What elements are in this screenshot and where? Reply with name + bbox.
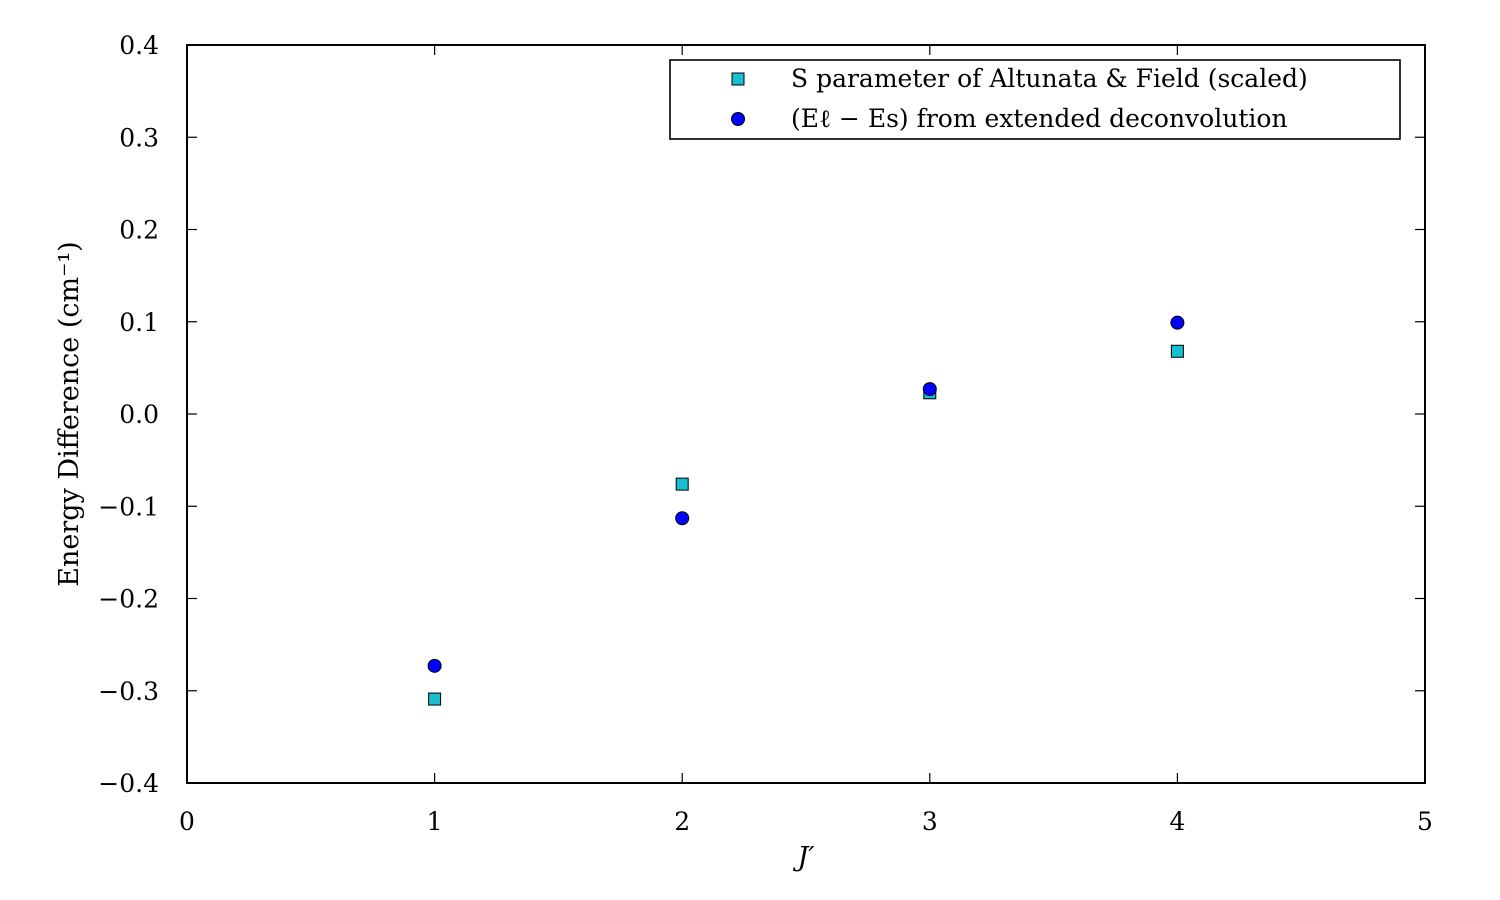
data-point-deconvolution [427,658,442,673]
y-tick-label: 0.4 [119,31,159,60]
y-tick-label: 0.1 [119,308,159,337]
legend-markers [731,72,745,126]
y-axis-label: Energy Difference (cm⁻¹) [54,241,85,586]
x-tick-label: 5 [1417,807,1433,836]
legend-label-s-parameter: S parameter of Altunata & Field (scaled) [791,64,1308,93]
points-layer [427,315,1185,706]
legend-label-deconvolution: (Eℓ − Es) from extended deconvolution [791,104,1288,133]
x-tick-label: 4 [1169,807,1185,836]
y-tick-label: −0.1 [98,492,159,521]
x-tick-label: 0 [179,807,195,836]
data-point-s-parameter [428,692,442,706]
data-point-deconvolution [1170,315,1185,330]
data-point-deconvolution [922,382,937,397]
data-point-s-parameter [1170,344,1184,358]
ticks-layer: 0 1 2 3 4 5 −0.4 −0.3 −0.2 −0.1 0.0 0.1 0.2 0.3 0.4 [98,31,1433,836]
y-tick-label: −0.4 [98,769,159,798]
x-tick-label: 3 [922,807,938,836]
y-tick-label: −0.2 [98,585,159,614]
y-tick-label: 0.0 [119,400,159,429]
x-axis-label: J′ [793,842,815,873]
x-tick-label: 1 [427,807,443,836]
plot-frame [186,44,1426,784]
legend-marker-s-parameter [731,72,745,86]
y-tick-label: −0.3 [98,677,159,706]
y-tick-label: 0.3 [119,123,159,152]
y-tick-label: 0.2 [119,216,159,245]
data-point-s-parameter [675,477,689,491]
x-tick-label: 2 [674,807,690,836]
legend-marker-deconvolution [731,112,745,126]
data-point-deconvolution [675,511,690,526]
legend: S parameter of Altunata & Field (scaled)… [669,59,1401,140]
legend-box [669,59,1401,140]
